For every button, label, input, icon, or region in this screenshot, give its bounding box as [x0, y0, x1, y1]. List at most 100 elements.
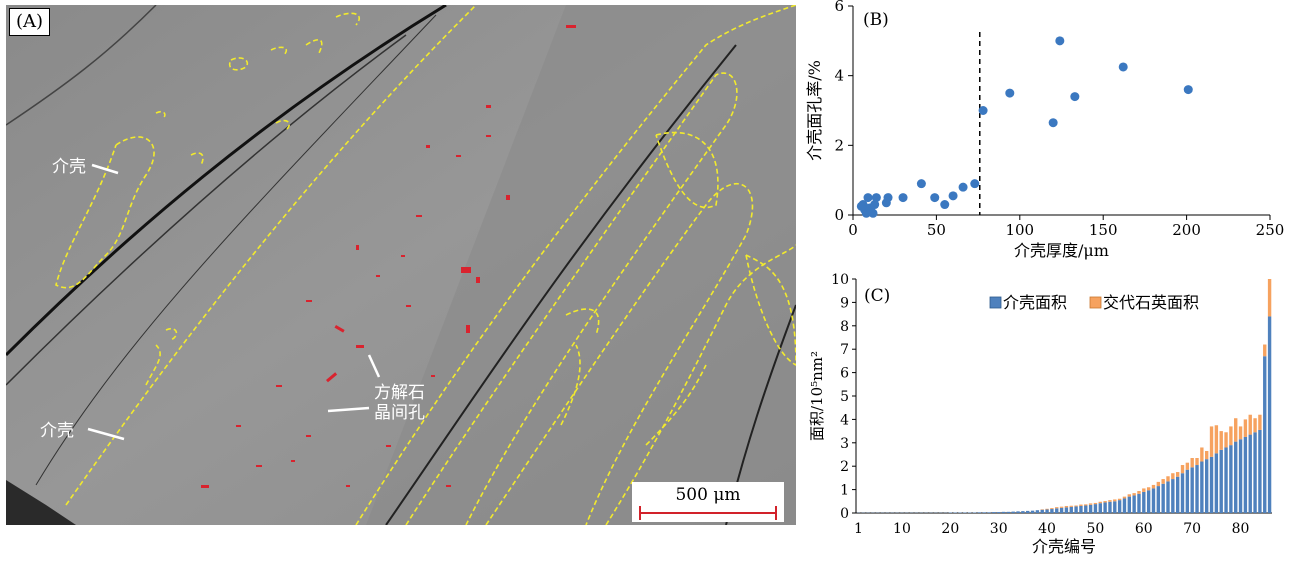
data-point [1049, 118, 1058, 127]
shell-annotation: 介壳 [52, 157, 86, 177]
bar-quartz-area [1118, 499, 1121, 500]
legend-label-shell: 介壳面积 [1003, 293, 1067, 312]
bar-shell-area [1123, 498, 1126, 513]
bar-quartz-area [1147, 487, 1150, 490]
y-tick-label: 7 [840, 342, 849, 358]
bar-shell-area [1244, 437, 1247, 513]
y-tick-label: 8 [840, 319, 849, 335]
bar-shell-area [978, 512, 981, 513]
x-tick-label: 250 [1256, 221, 1285, 239]
bar-shell-area [1016, 511, 1019, 513]
bar-quartz-area [1181, 465, 1184, 473]
bar-shell-area [1079, 506, 1082, 513]
bar-shell-area [1215, 453, 1218, 513]
bar-shell-area [1186, 470, 1189, 513]
bar-shell-area [1089, 505, 1092, 513]
y-tick-label: 5 [840, 389, 849, 405]
bar-quartz-area [1084, 504, 1087, 505]
bar-shell-area [1195, 465, 1198, 513]
bar-shell-area [1161, 484, 1164, 513]
data-point [884, 193, 893, 202]
pore-annotation-line2: 晶间孔 [374, 403, 425, 423]
bar-quartz-area [1200, 447, 1203, 461]
bar-shell-area [1045, 509, 1048, 513]
bar-quartz-area [1132, 493, 1135, 495]
pore-annotation-line1: 方解石 [374, 383, 425, 403]
y-tick-label: 3 [840, 436, 849, 452]
bar-shell-area [987, 512, 990, 513]
bar-quartz-area [1239, 426, 1242, 439]
y-tick-label: 2 [834, 136, 844, 154]
data-point [940, 200, 949, 209]
scale-bar: 500 μm [632, 482, 784, 522]
bar-shell-area [1084, 506, 1087, 513]
bar-shell-area [1128, 497, 1131, 513]
bar-quartz-area [1152, 485, 1155, 489]
bar-shell-area [1060, 508, 1063, 513]
x-tick-label: 40 [1038, 521, 1056, 537]
bar-quartz-area [1142, 488, 1145, 492]
bar-shell-area [1012, 512, 1015, 513]
bar-shell-area [1263, 356, 1266, 513]
bar-shell-area [1152, 488, 1155, 513]
bar-shell-area [1171, 479, 1174, 513]
bar-shell-area [1103, 502, 1106, 513]
x-tick-label: 30 [990, 521, 1008, 537]
bar-shell-area [1026, 511, 1029, 513]
bar-quartz-area [1171, 473, 1174, 479]
x-tick-label: 1 [854, 521, 863, 537]
data-point [1055, 36, 1064, 45]
bar-shell-area [1137, 494, 1140, 513]
bar-shell-area [1234, 442, 1237, 513]
data-point [872, 193, 881, 202]
bar-shell-area [1181, 473, 1184, 513]
x-tick-label: 70 [1183, 521, 1201, 537]
data-point [864, 193, 873, 202]
bar-quartz-area [1055, 507, 1058, 508]
bar-quartz-area [1220, 431, 1223, 450]
x-tick-label: 10 [893, 521, 911, 537]
y-tick-label: 0 [840, 506, 849, 522]
bar-quartz-area [1099, 502, 1102, 503]
data-point [1005, 89, 1014, 98]
data-point [1119, 62, 1128, 71]
y-axis-title: 面积/10⁵nm² [808, 351, 826, 441]
bar-quartz-area [1234, 418, 1237, 441]
x-axis-title: 介壳厚度/μm [1014, 241, 1109, 260]
y-tick-label: 6 [834, 0, 844, 15]
bar-quartz-area [1249, 415, 1252, 435]
sem-micrograph-panel: (A) 介壳 介壳 方解石 晶间孔 500 μm [6, 5, 796, 525]
data-point [949, 191, 958, 200]
bar-shell-area [1142, 492, 1145, 513]
panel-b-label: (B) [863, 10, 889, 30]
x-tick-label: 80 [1232, 521, 1250, 537]
bar-shell-area [1132, 495, 1135, 513]
bar-shell-area [1200, 462, 1203, 513]
bar-shell-area [1249, 435, 1252, 513]
bar-shell-area [1258, 430, 1261, 513]
x-tick-label: 50 [927, 221, 946, 239]
bar-shell-area [1147, 490, 1150, 513]
bar-quartz-area [1123, 497, 1126, 499]
bar-shell-area [1041, 510, 1044, 513]
bar-shell-area [1268, 316, 1271, 513]
bar-shell-area [1118, 500, 1121, 513]
bar-quartz-area [1108, 500, 1111, 502]
x-tick-label: 150 [1089, 221, 1118, 239]
bar-quartz-area [1210, 426, 1213, 456]
bar-shell-area [1229, 445, 1232, 513]
bar-quartz-area [1045, 509, 1048, 510]
bar-shell-area [1113, 501, 1116, 513]
bar-shell-area [992, 512, 995, 513]
bar-quartz-area [1224, 432, 1227, 447]
legend-swatch-quartz [1090, 297, 1101, 308]
bar-shell-area [1021, 511, 1024, 513]
bar-shell-area [1190, 467, 1193, 513]
x-axis-title: 介壳编号 [1032, 537, 1096, 556]
y-tick-label: 0 [834, 206, 844, 224]
bar-shell-area [1050, 509, 1053, 513]
data-point [970, 179, 979, 188]
bar-shell-area [1176, 477, 1179, 513]
data-point [869, 209, 878, 218]
